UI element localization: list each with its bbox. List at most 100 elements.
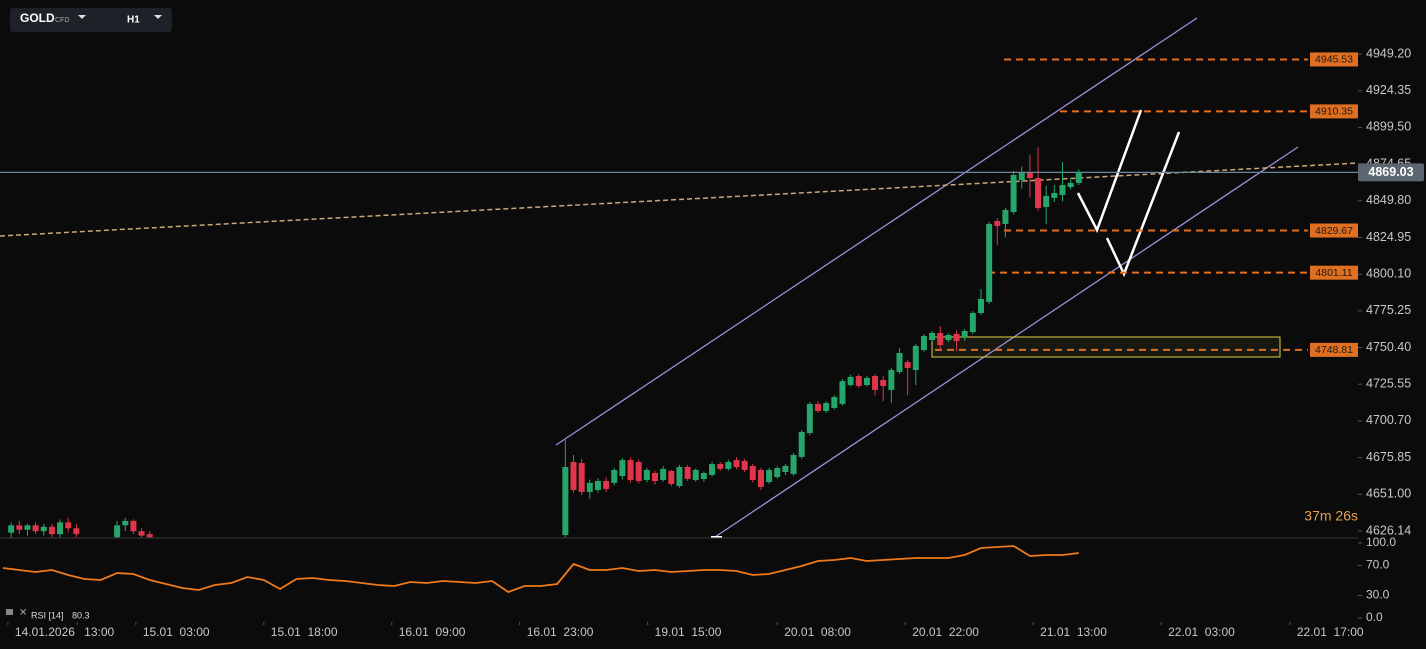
instrument: CFD	[55, 17, 69, 24]
candle-body	[953, 333, 960, 342]
rsi-current: 80.3	[72, 610, 90, 620]
candle-body	[562, 466, 569, 536]
candle-body	[774, 468, 781, 478]
rsi-tick-label: 70.0	[1366, 558, 1390, 572]
y-tick-label: 4725.55	[1366, 377, 1411, 391]
candle-body	[611, 469, 618, 483]
y-tick-label: 4824.95	[1366, 230, 1411, 244]
candle-body	[16, 525, 23, 530]
candle-body	[700, 473, 707, 479]
symbol[interactable]: GOLD	[20, 11, 55, 25]
candle-body	[603, 481, 610, 489]
dropdown-icon[interactable]	[78, 15, 86, 19]
candle-body	[994, 221, 1001, 227]
level-label: 4801.11	[1315, 267, 1352, 279]
y-tick-label: 4675.85	[1366, 450, 1411, 464]
candle-body	[668, 470, 675, 484]
candle-body	[1002, 209, 1009, 224]
candle-body	[961, 331, 968, 338]
dropdown-icon[interactable]	[154, 15, 162, 19]
trend-line	[0, 162, 1359, 237]
candle-body	[660, 468, 667, 480]
candle-body	[570, 461, 577, 491]
candle-body	[122, 520, 129, 526]
candle-body	[594, 481, 601, 491]
countdown: 37m 26s	[1304, 508, 1358, 524]
rsi-label: RSI [14]	[31, 610, 64, 620]
candle-body	[912, 345, 919, 370]
candle-body	[114, 525, 121, 538]
panel-icon[interactable]	[6, 609, 13, 615]
y-tick-label: 4949.20	[1366, 46, 1411, 60]
candle-body	[40, 526, 47, 532]
candle-body	[65, 522, 72, 529]
candle-body	[823, 403, 830, 412]
candle-body	[619, 460, 626, 476]
candle-body	[839, 381, 846, 404]
y-tick-label: 4626.14	[1366, 523, 1411, 537]
candle-body	[48, 526, 55, 535]
candle-body	[847, 376, 854, 386]
level-label-box	[1310, 223, 1358, 238]
candle-body	[766, 469, 773, 483]
zigzag-arrow	[1076, 109, 1143, 234]
candle-body	[888, 369, 895, 390]
candle-body	[1075, 172, 1082, 183]
candle-body	[733, 460, 740, 467]
y-tick-label: 4775.25	[1366, 303, 1411, 317]
level-label-box	[1310, 104, 1358, 119]
y-tick-label: 4651.00	[1366, 487, 1411, 501]
zone-box	[931, 336, 1281, 358]
level-label: 4748.81	[1315, 344, 1353, 356]
candle-body	[1018, 173, 1025, 180]
x-tick-label: 13:00	[84, 625, 114, 639]
candle-body	[937, 332, 944, 346]
candle-body	[945, 334, 952, 341]
candle-body	[1051, 192, 1058, 198]
candle-body	[684, 466, 691, 479]
y-tick-label: 4849.80	[1366, 193, 1411, 207]
rsi-line	[2, 545, 1079, 594]
x-tick-label: 22.01 17:00	[1297, 625, 1364, 639]
candle-body	[1067, 182, 1074, 188]
candle-body	[651, 473, 658, 482]
candle-body	[782, 465, 789, 473]
candle-body	[586, 482, 593, 492]
x-tick-label: 22.01 03:00	[1168, 625, 1235, 639]
rsi-tick-label: 30.0	[1366, 588, 1390, 602]
candle-body	[986, 223, 993, 302]
candle-body	[814, 403, 821, 412]
candle-body	[725, 461, 732, 469]
candle-body	[977, 298, 984, 313]
y-tick-label: 4924.35	[1366, 83, 1411, 97]
toolbar[interactable]	[10, 8, 172, 32]
candle-body	[8, 525, 15, 533]
level-label-box	[1310, 52, 1358, 67]
channel-upper	[555, 17, 1198, 446]
current-price-box	[1358, 163, 1424, 182]
candle-body	[57, 522, 64, 535]
x-tick-label: 16.01 23:00	[527, 625, 594, 639]
close-icon[interactable]: ✕	[19, 608, 27, 619]
candle-body	[635, 461, 642, 482]
candle-body	[676, 466, 683, 487]
candle-body	[24, 525, 31, 530]
candle-body	[880, 380, 887, 386]
level-label: 4829.67	[1315, 225, 1353, 237]
x-tick-label: 16.01 09:00	[399, 625, 466, 639]
timeframe[interactable]: H1	[127, 15, 140, 26]
candle-body	[1010, 174, 1017, 213]
level-label: 4945.53	[1315, 54, 1353, 66]
candle-body	[717, 464, 724, 469]
candle-body	[749, 465, 756, 480]
candle-body	[692, 469, 699, 480]
candle-body	[32, 525, 39, 532]
level-label-box	[1310, 265, 1358, 280]
candle-body	[627, 460, 634, 480]
candle-body	[806, 403, 813, 434]
candle-body	[790, 455, 797, 474]
x-tick-label: 20.01 22:00	[912, 625, 979, 639]
candle-body	[872, 376, 879, 390]
